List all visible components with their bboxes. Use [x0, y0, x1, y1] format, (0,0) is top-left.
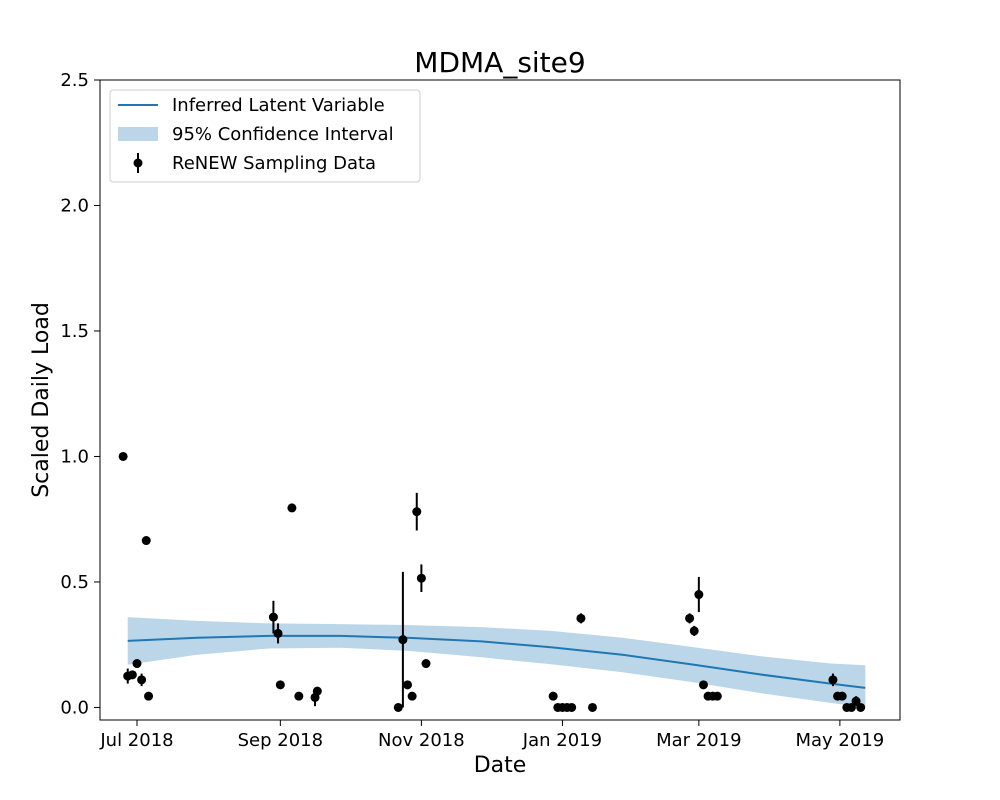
data-point	[698, 680, 708, 690]
data-point	[268, 612, 278, 622]
legend-label: 95% Confidence Interval	[172, 124, 394, 145]
legend-label: ReNEW Sampling Data	[172, 153, 376, 174]
x-axis-label: Date	[474, 753, 527, 778]
y-tick-label: 2.0	[60, 195, 89, 216]
y-tick-label: 0.0	[60, 697, 89, 718]
data-point	[275, 680, 285, 690]
data-point	[144, 691, 154, 701]
data-point	[403, 680, 413, 690]
data-point	[548, 691, 558, 701]
y-tick-label: 1.0	[60, 446, 89, 467]
data-point	[576, 613, 586, 623]
x-tick-label: Jan 2019	[522, 730, 602, 751]
legend-box	[109, 89, 421, 183]
data-point	[851, 696, 861, 706]
data-point	[856, 702, 866, 712]
data-point	[846, 702, 856, 712]
x-tick-label: Nov 2018	[378, 730, 465, 751]
data-point	[132, 659, 142, 669]
data-point	[273, 628, 283, 638]
data-point	[587, 702, 597, 712]
y-axis-label: Scaled Daily Load	[29, 302, 54, 498]
y-tick-label: 0.5	[60, 572, 89, 593]
x-tick-label: Mar 2019	[656, 730, 742, 751]
legend-point-swatch	[133, 158, 143, 168]
data-point	[567, 702, 577, 712]
confidence-band	[127, 617, 866, 708]
data-point	[393, 702, 403, 712]
data-point	[294, 691, 304, 701]
data-point	[412, 507, 422, 517]
data-point	[689, 626, 699, 636]
plot-frame	[99, 79, 901, 721]
data-point	[398, 635, 408, 645]
data-point	[137, 675, 147, 685]
chart-title: MDMA_site9	[414, 46, 585, 79]
legend: Inferred Latent Variable 95% Confidence I…	[109, 89, 421, 183]
legend-label: Inferred Latent Variable	[172, 95, 385, 116]
data-point	[828, 675, 838, 685]
y-tick-label: 1.5	[60, 321, 89, 342]
data-point	[118, 451, 128, 461]
data-point	[694, 590, 704, 600]
data-point	[416, 573, 426, 583]
data-point	[141, 536, 151, 546]
y-tick-label: 2.5	[60, 70, 89, 91]
data-point	[312, 686, 322, 696]
data-point	[712, 691, 722, 701]
data-point	[685, 613, 695, 623]
data-point	[421, 659, 431, 669]
data-point	[407, 691, 417, 701]
x-axis-ticks: Jul 2018 Sep 2018 Nov 2018 Jan 2019 Mar 2019…	[99, 720, 884, 751]
x-tick-label: Jul 2018	[99, 730, 173, 751]
plot-area	[118, 451, 866, 712]
x-tick-label: Sep 2018	[238, 730, 323, 751]
legend-band-swatch	[118, 127, 158, 141]
data-point	[837, 691, 847, 701]
x-tick-label: May 2019	[796, 730, 885, 751]
latent-line	[127, 634, 866, 689]
data-point	[127, 670, 137, 680]
data-point	[287, 503, 297, 513]
y-axis-ticks: 0.0 0.5 1.0 1.5 2.0 2.5	[60, 70, 100, 718]
